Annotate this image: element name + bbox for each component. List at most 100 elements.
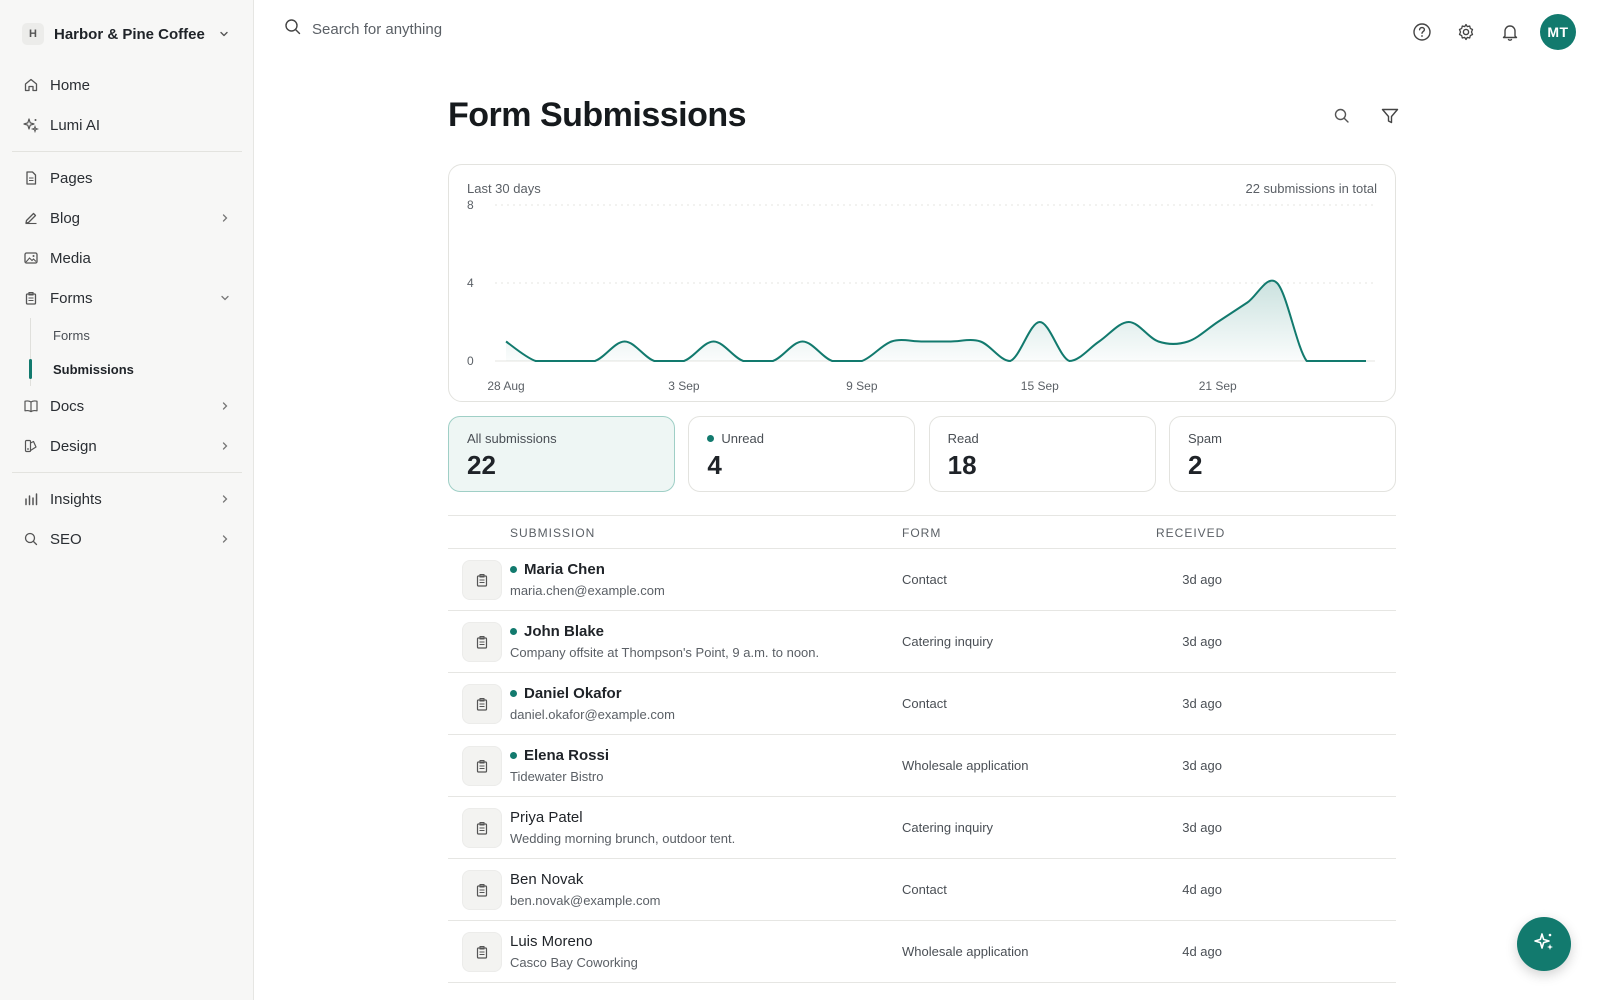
received-time: 4d ago <box>1182 882 1222 897</box>
form-icon <box>462 746 502 786</box>
table-row[interactable]: Priya Patel Wedding morning brunch, outdo… <box>448 797 1396 859</box>
stat-label: Unread <box>721 431 764 446</box>
table-row[interactable]: Luis Moreno Casco Bay Coworking Wholesale … <box>448 921 1396 983</box>
help-icon[interactable] <box>1406 16 1438 48</box>
stat-card-read[interactable]: Read 18 <box>928 416 1156 492</box>
unread-dot <box>510 690 517 697</box>
bar-chart-icon <box>22 490 40 508</box>
sidebar-subitem-forms[interactable]: Forms <box>53 327 90 343</box>
filter-icon <box>1380 106 1400 131</box>
table-row[interactable]: Elena Rossi Tidewater Bistro Wholesale app… <box>448 735 1396 797</box>
received-time: 3d ago <box>1182 820 1222 835</box>
sidebar-item-label: Home <box>50 76 91 94</box>
search-icon <box>284 18 302 41</box>
sidebar-item-pages[interactable]: Pages <box>12 158 242 198</box>
unread-dot <box>510 752 517 759</box>
submission-summary: Company offsite at Thompson's Point, 9 a… <box>510 645 820 660</box>
stat-value: 4 <box>707 450 722 480</box>
sidebar-item-seo[interactable]: SEO <box>12 519 242 559</box>
chart-x-tick-label: 28 Aug <box>487 379 524 393</box>
received-time: 4d ago <box>1182 944 1222 959</box>
sidebar-nav: Home Lumi AI Pages Blog <box>12 65 242 559</box>
search-icon <box>22 530 40 548</box>
stats-filter-row: All submissions 22 Unread 4 Read 18 Spam… <box>448 416 1396 492</box>
stat-card-unread[interactable]: Unread 4 <box>688 416 916 492</box>
stat-card-spam[interactable]: Spam 2 <box>1168 416 1396 492</box>
chevron-right-icon <box>218 399 232 413</box>
submitter-name: Daniel Okafor <box>524 685 622 702</box>
submitter-name-wrap: Priya Patel <box>510 809 583 826</box>
sparkles-icon <box>22 116 40 134</box>
chart-y-tick-label: 0 <box>467 354 474 368</box>
chart-series-line <box>505 279 1366 362</box>
submitter-name-wrap: Elena Rossi <box>510 747 609 764</box>
title-actions <box>1310 102 1406 134</box>
column-header-form[interactable]: FORM <box>902 526 942 540</box>
sidebar-item-lumi-ai[interactable]: Lumi AI <box>12 105 242 145</box>
workspace-badge: H <box>22 23 44 45</box>
page-icon <box>22 169 40 187</box>
table-body: Maria Chen maria.chen@example.com Contact 3… <box>448 549 1396 983</box>
gear-icon[interactable] <box>1450 16 1482 48</box>
table-row[interactable]: Ben Novak ben.novak@example.com Contact 4d … <box>448 859 1396 921</box>
chart-x-tick-label: 3 Sep <box>668 379 700 393</box>
submitter-name-wrap: Daniel Okafor <box>510 685 622 702</box>
chart-caption-period: Last 30 days <box>467 181 541 196</box>
avatar[interactable]: MT <box>1540 14 1576 50</box>
ai-assistant-button[interactable] <box>1517 917 1571 971</box>
search-input[interactable] <box>312 21 612 38</box>
divider <box>12 472 242 473</box>
search-icon <box>1333 107 1351 130</box>
sidebar-item-media[interactable]: Media <box>12 238 242 278</box>
sidebar-item-label: Lumi AI <box>50 116 101 134</box>
page-title: Form Submissions <box>448 96 747 134</box>
column-header-received[interactable]: RECEIVED <box>1156 526 1226 540</box>
pen-icon <box>22 209 40 227</box>
table-row[interactable]: Daniel Okafor daniel.okafor@example.com Co… <box>448 673 1396 735</box>
table-row[interactable]: John Blake Company offsite at Thompson's … <box>448 611 1396 673</box>
stat-label: Read <box>947 431 979 446</box>
column-header-submission[interactable]: SUBMISSION <box>510 526 596 540</box>
form-name: Contact <box>902 696 947 711</box>
filter-button[interactable] <box>1374 102 1406 134</box>
topbar-actions: MT <box>1394 14 1576 50</box>
design-icon <box>22 437 40 455</box>
sidebar-item-home[interactable]: Home <box>12 65 242 105</box>
bell-icon[interactable] <box>1494 16 1526 48</box>
submission-summary: daniel.okafor@example.com <box>510 707 675 722</box>
workspace-switcher[interactable]: H Harbor & Pine Coffee <box>14 18 240 50</box>
sidebar-item-blog[interactable]: Blog <box>12 198 242 238</box>
stat-label: All submissions <box>467 431 557 446</box>
form-icon <box>462 932 502 972</box>
form-name: Wholesale application <box>902 944 1029 959</box>
chevron-down-icon <box>218 291 232 305</box>
stat-value: 22 <box>467 450 496 480</box>
form-icon <box>462 870 502 910</box>
chart-caption-total: 22 submissions in total <box>1245 181 1377 196</box>
sidebar-subitem-submissions[interactable]: Submissions <box>29 352 242 386</box>
form-icon <box>462 808 502 848</box>
form-icon <box>462 560 502 600</box>
search-button[interactable] <box>1326 102 1358 134</box>
submission-summary: Wedding morning brunch, outdoor tent. <box>510 831 736 846</box>
stat-card-all[interactable]: All submissions 22 <box>448 416 675 492</box>
table-row[interactable]: Maria Chen maria.chen@example.com Contact 3… <box>448 549 1396 611</box>
image-icon <box>22 249 40 267</box>
submitter-name: Priya Patel <box>510 809 583 826</box>
sidebar-item-label: Pages <box>50 169 93 187</box>
sidebar-item-insights[interactable]: Insights <box>12 479 242 519</box>
forms-icon <box>22 289 40 307</box>
submitter-name-wrap: Ben Novak <box>510 871 583 888</box>
sidebar-item-docs[interactable]: Docs <box>12 386 242 426</box>
form-name: Catering inquiry <box>902 820 994 835</box>
chart-x-tick-label: 21 Sep <box>1199 379 1237 393</box>
form-icon <box>462 622 502 662</box>
divider <box>12 151 242 152</box>
chevron-right-icon <box>218 211 232 225</box>
table-header: SUBMISSION FORM RECEIVED <box>448 515 1396 549</box>
stat-value: 18 <box>947 450 977 480</box>
sidebar-item-forms[interactable]: Forms <box>12 278 242 318</box>
sidebar-item-label: Design <box>50 437 97 455</box>
sidebar-item-design[interactable]: Design <box>12 426 242 466</box>
chart-x-tick-label: 15 Sep <box>1021 379 1059 393</box>
